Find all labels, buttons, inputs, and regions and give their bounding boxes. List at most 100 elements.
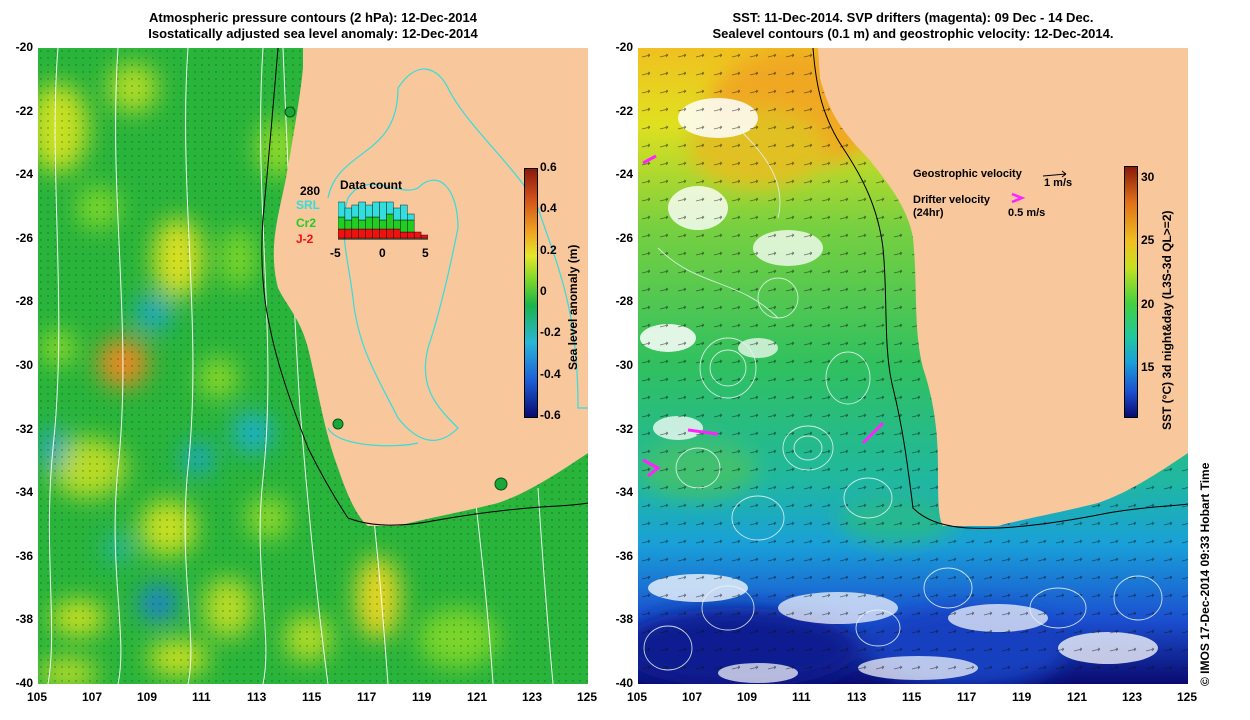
histogram-bar-cr2: [372, 216, 380, 230]
histogram-bar-j-2: [344, 228, 353, 239]
y-tick-label: -34: [615, 485, 633, 500]
data-count-inset: 280 Data count SRL Cr2 J-2 -5 0 5: [290, 170, 450, 265]
histogram-bar-j-2: [400, 231, 408, 239]
y-tick-label: -20: [615, 40, 633, 54]
histogram-bar-cr2: [379, 219, 387, 230]
sla-colorbar: [524, 168, 538, 418]
colorbar-tick-label: 0.4: [540, 201, 557, 216]
colorbar-tick-label: -0.2: [540, 325, 561, 340]
x-tick-label: 115: [902, 690, 922, 704]
histogram-bar-j-2: [407, 231, 415, 239]
y-tick-label: -26: [615, 230, 633, 245]
histogram-bar-j-2: [338, 228, 346, 239]
sea-level-anomaly-map[interactable]: [38, 48, 588, 684]
colorbar-tick-label: 0: [540, 284, 547, 298]
y-tick-label: -36: [15, 548, 33, 563]
imos-credit: © IMOS 17-Dec-2014 09:33 Hobart Time: [1198, 462, 1212, 686]
geostrophic-arrow-icon: [1042, 170, 1067, 178]
left-title-line1: Atmospheric pressure contours (2 hPa): 1…: [149, 10, 477, 25]
histogram-bar-cr2: [400, 219, 408, 233]
histogram-bar-srl: [365, 204, 373, 218]
inset-xtick-0: 0: [379, 246, 386, 260]
colorbar-tick-label: 30: [1141, 170, 1155, 184]
histogram-bar-j-2: [358, 228, 366, 239]
histogram-bar-cr2: [358, 219, 366, 230]
x-tick-label: 113: [247, 690, 267, 704]
sea-level-contours-land: [327, 68, 588, 447]
x-tick-label: 125: [577, 690, 598, 704]
sea-level-anomaly-map-svg: [38, 48, 588, 684]
drifter-arrow-icon: [1011, 192, 1026, 204]
x-tick-label: 123: [522, 690, 543, 704]
colorbar-tick-label: -0.6: [540, 408, 561, 422]
inset-legend-j2: J-2: [296, 232, 314, 246]
histogram-bar-srl: [338, 201, 346, 218]
tide-gauge-marker-3[interactable]: [494, 477, 508, 491]
x-tick-label: 115: [302, 690, 322, 704]
geostrophic-velocity-legend: Geostrophic velocity: [913, 168, 1022, 180]
sst-map[interactable]: [638, 48, 1188, 684]
x-tick-label: 123: [1122, 690, 1143, 704]
x-tick-label: 105: [27, 690, 48, 704]
histogram-bar-srl: [379, 201, 387, 221]
australia-landmass-sst: [818, 48, 1188, 526]
colorbar-tick-label: 15: [1141, 360, 1155, 374]
right-title-line2: Sealevel contours (0.1 m) and geostrophi…: [712, 26, 1114, 41]
x-tick-label: 111: [192, 690, 211, 704]
y-tick-label: -38: [615, 612, 633, 627]
sst-colorbar-title: SST (°C) 3d night&day (L3S-3d QL>=2): [1160, 210, 1174, 431]
colorbar-tick-label: -0.4: [540, 366, 561, 381]
x-tick-label: 121: [1067, 690, 1088, 704]
x-tick-label: 121: [467, 690, 488, 704]
colorbar-tick-label: 25: [1141, 233, 1155, 248]
histogram-bar-j-2: [393, 228, 401, 239]
histogram-bar-srl: [393, 207, 401, 221]
x-tick-label: 119: [412, 690, 432, 704]
left-title-line2: Isostatically adjusted sea level anomaly…: [148, 26, 478, 41]
x-tick-label: 105: [627, 690, 648, 704]
drifter-velocity-scale: 0.5 m/s: [1008, 207, 1046, 219]
y-tick-label: -34: [15, 485, 33, 500]
shelf-contour-sst: [812, 48, 1188, 529]
histogram-bar-srl: [358, 201, 366, 221]
histogram-bar-cr2: [386, 213, 394, 230]
y-tick-label: -28: [615, 294, 633, 309]
sst-colorbar: [1124, 166, 1138, 418]
x-tick-label: 107: [682, 690, 703, 704]
histogram-bar-srl: [344, 207, 353, 221]
histogram-bar-srl: [386, 201, 394, 215]
inset-histogram: [338, 201, 428, 240]
histogram-bar-j-2: [420, 234, 428, 239]
x-tick-label: 109: [737, 690, 758, 704]
histogram-bar-cr2: [344, 219, 353, 230]
y-tick-label: -40: [15, 676, 33, 690]
tide-gauge-marker-2[interactable]: [332, 418, 344, 430]
histogram-bar-cr2: [407, 219, 415, 233]
histogram-bar-j-2: [365, 228, 373, 239]
histogram-bar-cr2: [365, 216, 373, 230]
shelf-contour: [261, 48, 588, 526]
right-title-line1: SST: 11-Dec-2014. SVP drifters (magenta)…: [732, 10, 1094, 25]
x-tick-label: 107: [82, 690, 103, 704]
histogram-bar-j-2: [386, 228, 394, 239]
y-tick-label: -30: [615, 358, 633, 372]
inset-xtick-neg5: -5: [330, 246, 341, 260]
y-tick-label: -22: [15, 103, 33, 118]
sea-level-contours-sst: [643, 127, 1163, 671]
y-tick-label: -38: [15, 612, 33, 627]
y-tick-label: -40: [615, 676, 633, 690]
inset-xtick-5: 5: [422, 246, 429, 260]
histogram-bar-cr2: [393, 219, 401, 230]
geostrophic-velocity-scale: 1 m/s: [1044, 177, 1073, 189]
inset-title: Data count: [340, 178, 403, 192]
y-tick-label: -20: [15, 40, 33, 54]
inset-legend-cr2: Cr2: [296, 216, 317, 230]
y-tick-label: -30: [15, 358, 33, 372]
sla-colorbar-title: Sea level anomaly (m): [566, 244, 580, 370]
y-tick-label: -32: [615, 421, 633, 436]
inset-total: 280: [300, 184, 321, 198]
colorbar-tick-label: 0.2: [540, 242, 557, 257]
histogram-bar-j-2: [351, 228, 359, 239]
svp-drifter-tracks[interactable]: [642, 154, 885, 478]
tide-gauge-marker-1[interactable]: [284, 106, 296, 118]
